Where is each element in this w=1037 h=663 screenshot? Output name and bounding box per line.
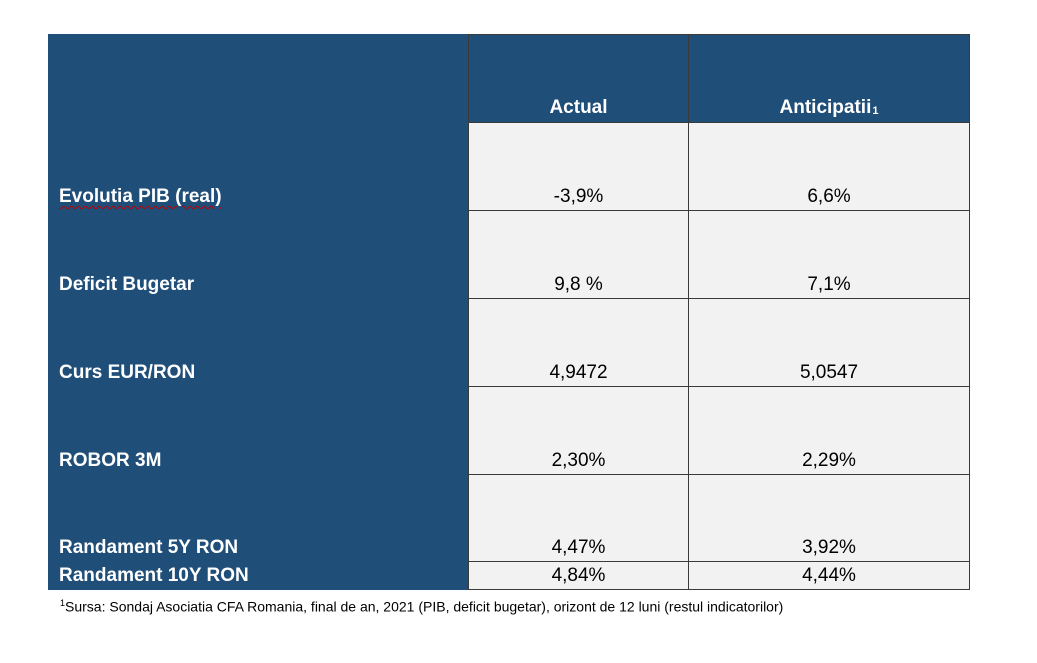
- cell-pib-actual: -3,9%: [468, 122, 689, 211]
- row-label-pib-text: Evolutia PIB (real): [59, 186, 222, 207]
- row-label-robor-text: ROBOR 3M: [59, 450, 162, 471]
- cell-curs-anticipatii: 5,0547: [688, 298, 970, 387]
- cell-curs-actual: 4,9472: [468, 298, 689, 387]
- cell-deficit-actual-value: 9,8 %: [554, 274, 603, 295]
- row-label-randament-5y-text: Randament 5Y RON: [59, 537, 239, 558]
- footnote-text: Sursa: Sondaj Asociatia CFA Romania, fin…: [65, 598, 784, 615]
- header-actual-label: Actual: [549, 97, 608, 118]
- cell-curs-anticipatii-value: 5,0547: [799, 362, 859, 383]
- row-label-curs: Curs EUR/RON: [59, 362, 195, 384]
- cell-robor-actual-value: 2,30%: [551, 450, 606, 471]
- cell-pib-anticipatii-value: 6,6%: [807, 186, 851, 207]
- cell-robor-anticipatii: 2,29%: [688, 386, 970, 475]
- footnote: 1Sursa: Sondaj Asociatia CFA Romania, fi…: [60, 598, 783, 615]
- cell-randament-10y-anticipatii-value: 4,44%: [802, 565, 856, 586]
- row-label-robor: ROBOR 3M: [59, 450, 161, 472]
- cell-robor-actual: 2,30%: [468, 386, 689, 475]
- cell-robor-anticipatii-value: 2,29%: [802, 450, 856, 471]
- cell-pib-anticipatii: 6,6%: [688, 122, 970, 211]
- header-anticipatii: Anticipatii 1: [688, 34, 970, 123]
- cell-randament-10y-actual-value: 4,84%: [551, 565, 606, 586]
- indicators-table: Actual Anticipatii 1 Evolutia PIB (real) …: [48, 34, 970, 590]
- row-label-deficit-text: Deficit Bugetar: [59, 274, 195, 295]
- row-labels-column: [48, 34, 468, 590]
- row-label-pib: Evolutia PIB (real): [59, 186, 222, 208]
- row-label-randament-10y: Randament 10Y RON: [59, 565, 249, 587]
- row-label-randament-10y-text: Randament 10Y RON: [59, 565, 249, 586]
- cell-randament-5y-anticipatii-value: 3,92%: [802, 537, 856, 558]
- row-label-curs-text: Curs EUR/RON: [59, 362, 196, 383]
- row-label-randament-5y: Randament 5Y RON: [59, 537, 238, 559]
- header-anticipatii-footnote-marker: 1: [872, 105, 879, 117]
- cell-randament-5y-actual-value: 4,47%: [551, 537, 606, 558]
- cell-pib-actual-value: -3,9%: [553, 186, 604, 207]
- footnote-marker: 1: [60, 598, 66, 608]
- cell-randament-10y-anticipatii: 4,44%: [688, 561, 970, 590]
- cell-deficit-actual: 9,8 %: [468, 210, 689, 299]
- row-label-deficit: Deficit Bugetar: [59, 274, 194, 296]
- cell-randament-10y-actual: 4,84%: [468, 561, 689, 590]
- cell-curs-actual-value: 4,9472: [549, 362, 608, 383]
- cell-deficit-anticipatii: 7,1%: [688, 210, 970, 299]
- header-actual: Actual: [468, 34, 689, 123]
- cell-deficit-anticipatii-value: 7,1%: [807, 274, 851, 295]
- cell-randament-5y-anticipatii: 3,92%: [688, 474, 970, 562]
- cell-randament-5y-actual: 4,47%: [468, 474, 689, 562]
- header-anticipatii-label: Anticipatii: [779, 97, 872, 118]
